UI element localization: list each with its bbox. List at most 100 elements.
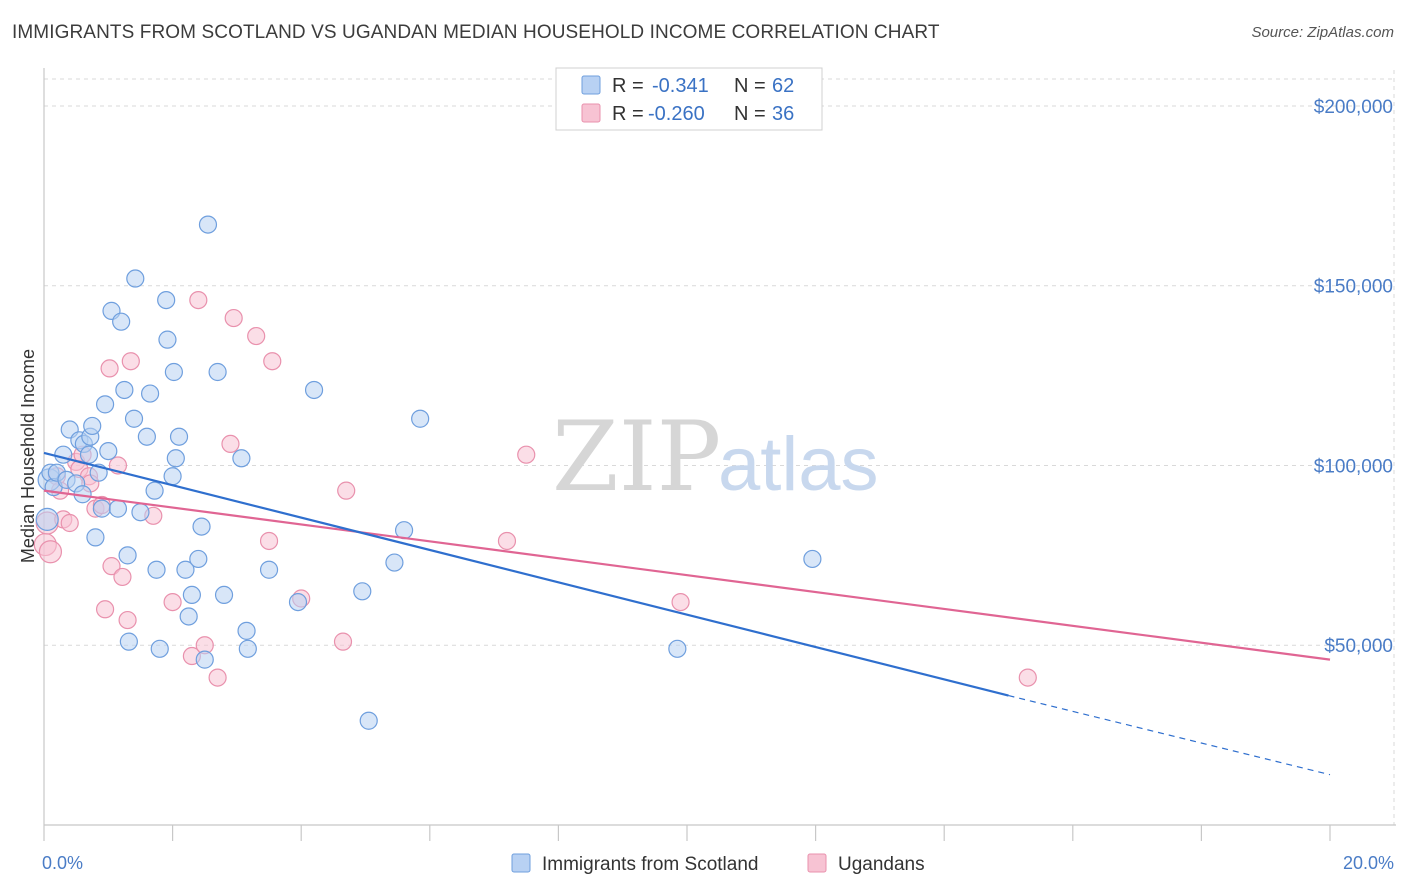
- scotland-point-45: [195, 650, 214, 669]
- watermark: ZIP atlas: [552, 401, 879, 513]
- scotland-trend-extension: [1008, 694, 1331, 776]
- scotland-point-30: [140, 384, 160, 403]
- series-legend: Immigrants from Scotland Ugandans: [511, 853, 925, 875]
- scotland-point-53: [288, 592, 308, 612]
- scotland-point-31: [145, 481, 164, 500]
- scotland-point-41: [179, 607, 198, 626]
- scotland-point-39: [169, 427, 189, 446]
- scotland-point-25: [119, 632, 138, 651]
- ugandans-point-2: [38, 540, 63, 564]
- scotland-point-46: [198, 215, 218, 234]
- bottom-legend-swatch-scotland: [511, 853, 531, 873]
- x-tick-labels: 0.0% 20.0%: [42, 853, 1394, 873]
- y-tick-label-0: $50,000: [1324, 636, 1393, 657]
- watermark-atlas: atlas: [718, 422, 879, 507]
- scotland-point-19: [99, 441, 118, 461]
- bottom-legend-label-scotland: Immigrants from Scotland: [542, 854, 758, 875]
- ugandans-point-30: [259, 531, 279, 551]
- scotland-point-52: [259, 560, 279, 579]
- legend-r-value-ugandans: -0.260: [648, 103, 705, 125]
- scotland-point-54: [304, 380, 324, 400]
- ugandans-point-28: [224, 308, 243, 328]
- ugandans-point-38: [1018, 668, 1037, 687]
- ugandans-point-35: [497, 531, 517, 551]
- scotland-point-59: [411, 409, 430, 428]
- scotland-point-61: [803, 549, 822, 569]
- scotland-point-23: [115, 380, 134, 400]
- x-tick-label-1: 20.0%: [1343, 853, 1394, 873]
- scotland-point-49: [232, 449, 251, 468]
- ugandans-point-14: [95, 600, 115, 619]
- ugandans-point-27: [221, 434, 240, 454]
- ugandans-point-31: [263, 352, 282, 371]
- ugandans-point-24: [189, 290, 208, 310]
- scotland-point-50: [237, 621, 256, 640]
- scotland-point-43: [189, 549, 208, 569]
- legend-n-label-scotland: N =: [734, 75, 766, 97]
- scotland-point-37: [164, 362, 183, 382]
- trend-lines: [43, 451, 1331, 776]
- scotland-point-36: [163, 467, 182, 486]
- ugandans-point-18: [113, 567, 132, 587]
- legend-swatch-ugandans: [581, 103, 601, 123]
- correlation-legend: R = -0.341 N = 62 R = -0.260 N = 36: [555, 67, 823, 131]
- chart-title: IMMIGRANTS FROM SCOTLAND VS UGANDAN MEDI…: [12, 22, 940, 43]
- legend-n-value-ugandans: 36: [772, 103, 794, 125]
- scotland-point-14: [83, 416, 102, 436]
- scotland-point-34: [157, 290, 176, 310]
- scotland-point-5: [54, 445, 73, 464]
- ugandans-point-22: [163, 592, 182, 612]
- ugandans-point-29: [247, 326, 266, 346]
- scotland-point-15: [86, 528, 105, 547]
- scotland-point-12: [79, 445, 99, 464]
- scotland-point-56: [359, 711, 378, 730]
- scotland-point-44: [192, 517, 211, 536]
- scotland-point-26: [124, 409, 144, 428]
- bottom-legend-label-ugandans: Ugandans: [838, 854, 925, 875]
- legend-r-value-scotland: -0.341: [652, 75, 709, 97]
- legend-n-label-ugandans: N =: [734, 103, 766, 125]
- y-tick-label-1: $100,000: [1314, 456, 1393, 477]
- scotland-point-57: [385, 553, 404, 572]
- ugandans-point-37: [671, 592, 690, 612]
- ugandans-point-15: [100, 359, 119, 378]
- ugandans-point-34: [337, 481, 356, 500]
- ugandans-trend-line: [43, 489, 1331, 661]
- ugandans-point-20: [121, 352, 140, 371]
- ugandans-point-26: [208, 668, 227, 687]
- scotland-point-33: [150, 639, 169, 658]
- bottom-legend-swatch-ugandans: [807, 853, 827, 873]
- scotland-point-24: [118, 546, 137, 565]
- scotland-point-17: [92, 499, 111, 518]
- watermark-zip: ZIP: [552, 401, 721, 513]
- scotland-point-38: [166, 449, 185, 468]
- scotland-point-32: [147, 560, 166, 579]
- scotland-trend-line: [43, 451, 1009, 697]
- scotland-point-40: [176, 560, 195, 579]
- scotland-point-60: [668, 639, 687, 658]
- scotland-point-48: [214, 585, 234, 605]
- source-label: Source: ZipAtlas.com: [1251, 24, 1394, 41]
- x-tick-label-0: 0.0%: [42, 853, 83, 873]
- scotland-point-29: [137, 427, 156, 446]
- legend-r-label-scotland: R =: [612, 75, 644, 97]
- ugandans-point-19: [118, 610, 137, 630]
- scotland-point-51: [238, 639, 257, 658]
- axes: [43, 68, 1396, 841]
- legend-r-label-ugandans: R =: [612, 103, 644, 125]
- scotland-point-0: [35, 507, 59, 532]
- ugandans-point-36: [517, 445, 536, 464]
- scotland-point-47: [208, 362, 227, 382]
- legend-n-value-scotland: 62: [772, 75, 794, 97]
- scotland-point-22: [112, 312, 131, 331]
- y-axis-label: Median Household Income: [18, 349, 38, 563]
- y-tick-label-2: $150,000: [1314, 277, 1393, 298]
- scotland-point-18: [95, 395, 115, 414]
- scotland-point-35: [158, 330, 177, 349]
- ugandans-point-33: [333, 632, 353, 651]
- scotland-point-21: [108, 499, 128, 518]
- scotland-points: [35, 215, 822, 730]
- scotland-point-55: [353, 582, 372, 601]
- scotland-point-27: [126, 269, 145, 288]
